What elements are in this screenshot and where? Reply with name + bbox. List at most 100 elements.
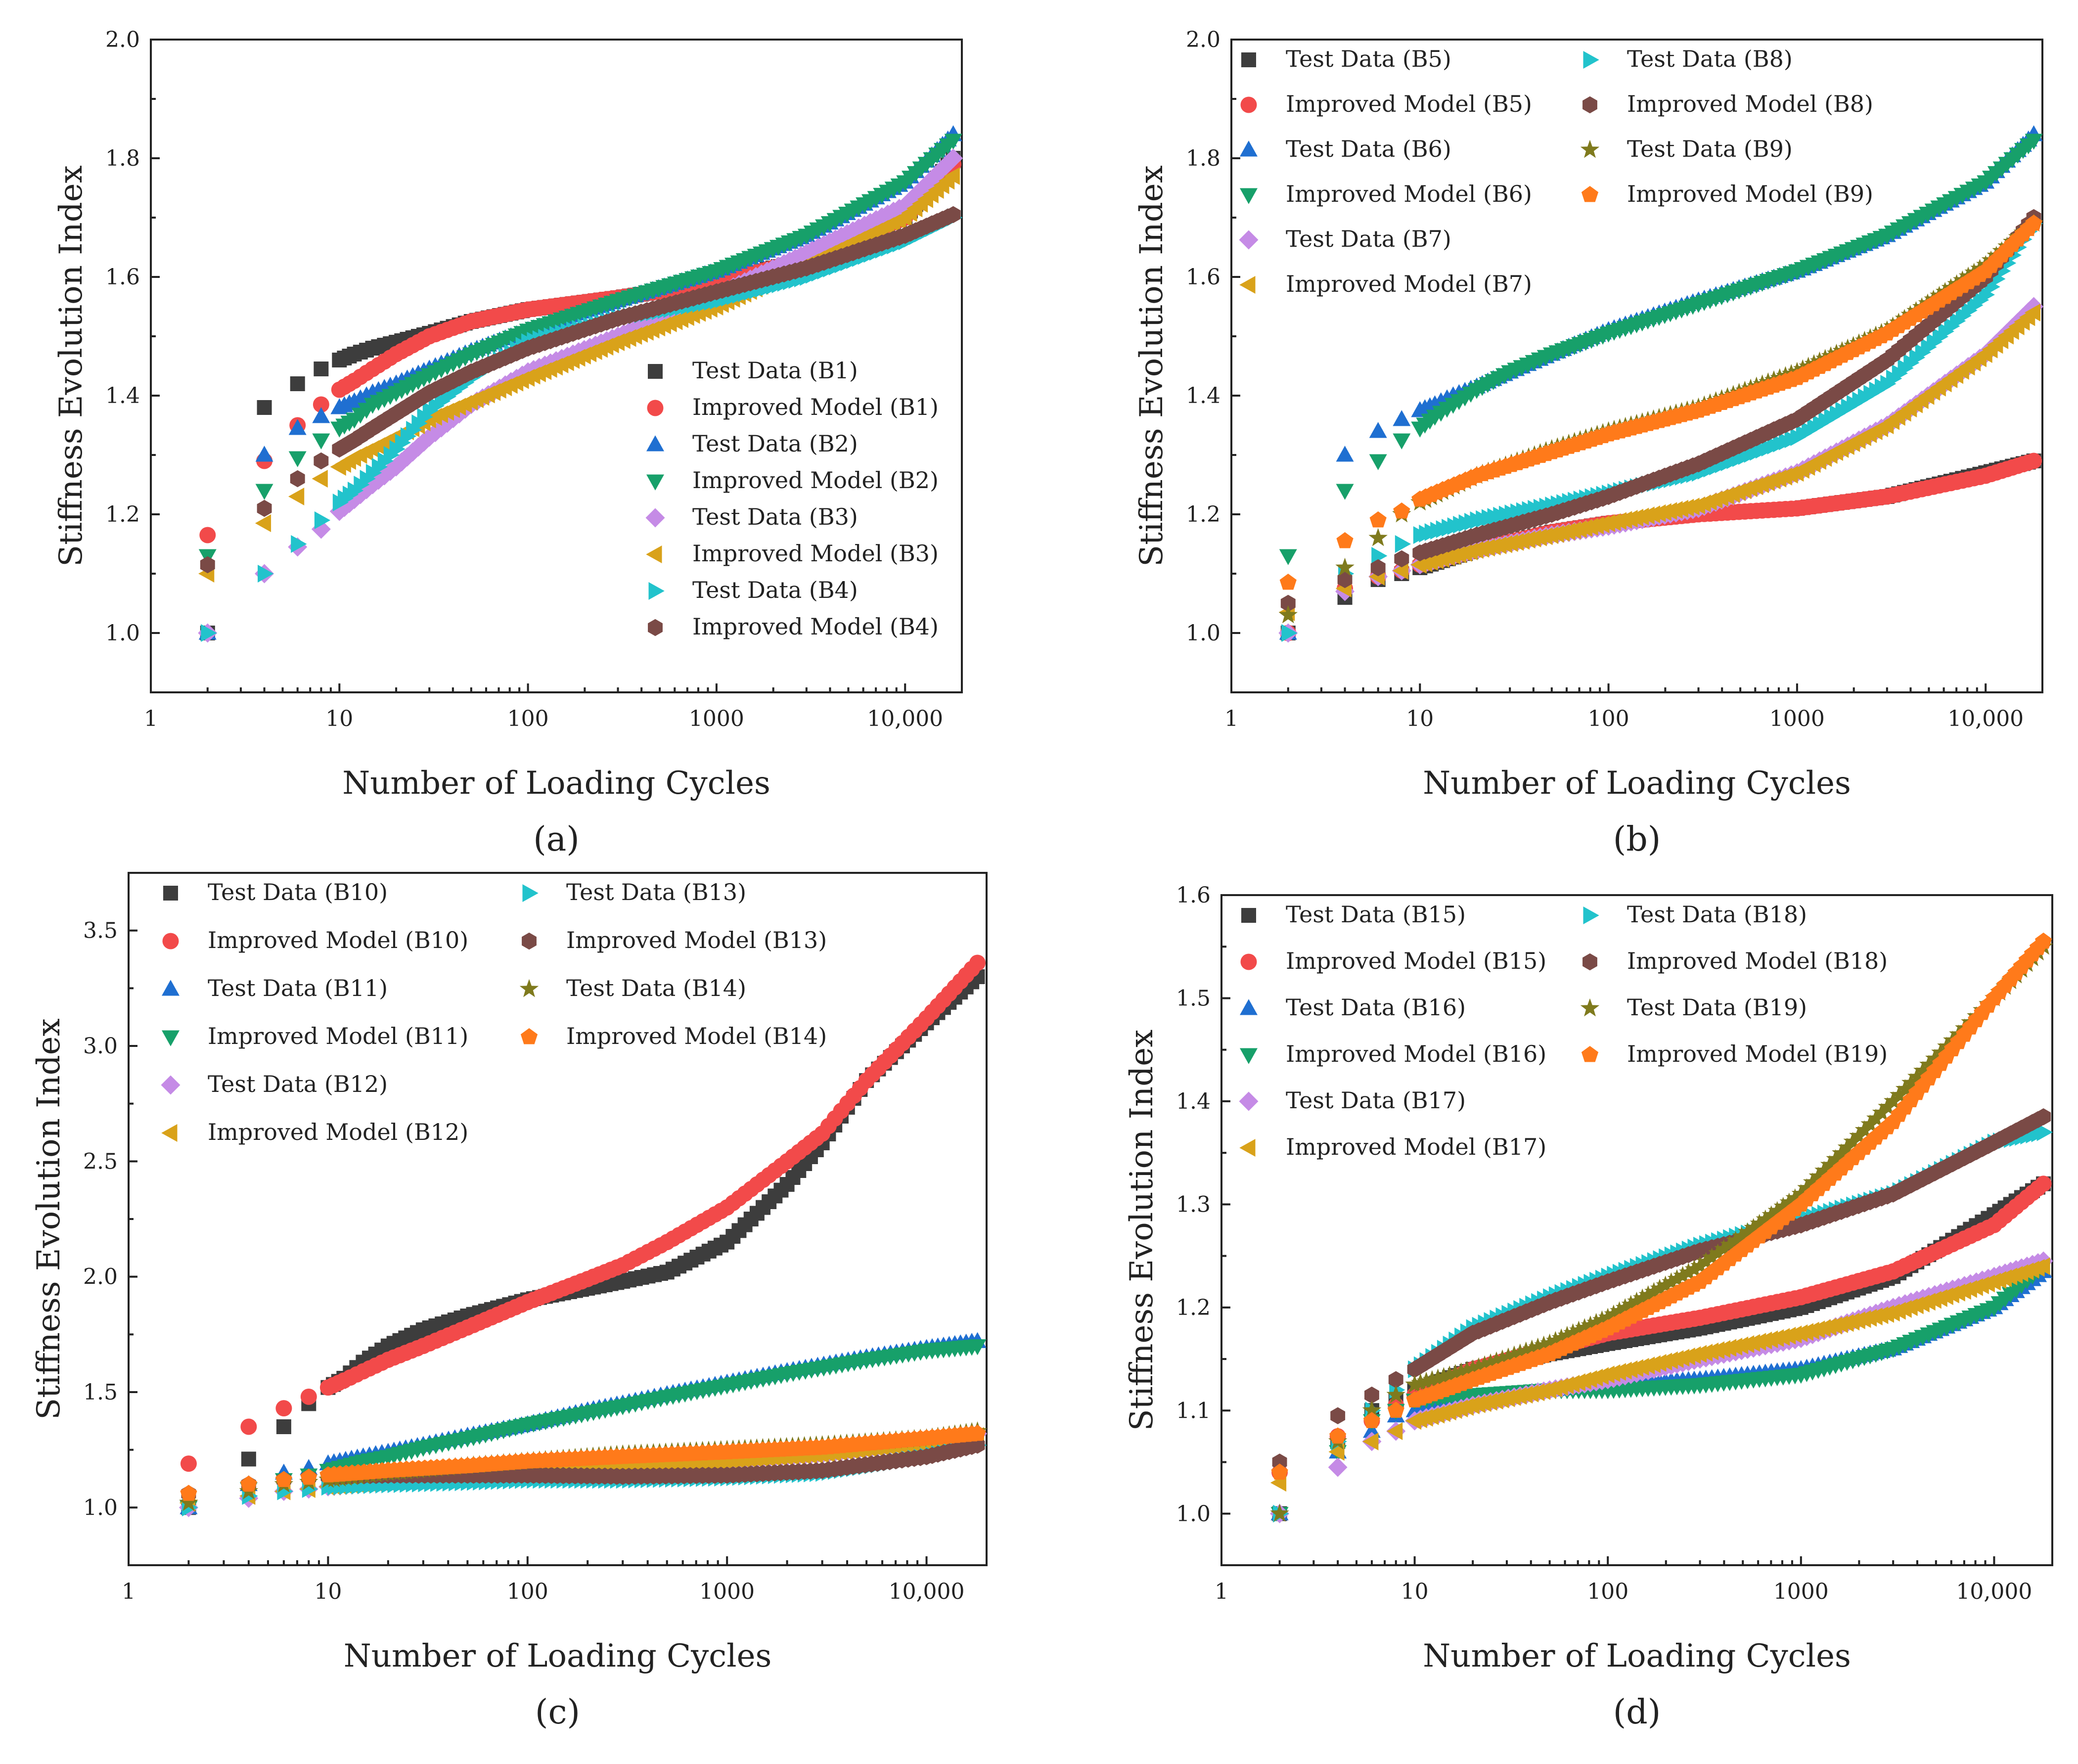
x-tick-label: 10	[325, 706, 353, 731]
y-axis-title: Stiffness Evolution Index	[1124, 1030, 1160, 1431]
data-point	[1336, 446, 1354, 461]
x-axis-title: Number of Loading Cycles	[1423, 765, 1851, 802]
data-point	[1328, 1457, 1348, 1477]
legend-label: Improved Model (B11)	[208, 1023, 468, 1049]
series-test-data-b15-	[1272, 1176, 2051, 1521]
legend-label: Test Data (B5)	[1286, 45, 1451, 72]
legend-marker	[648, 619, 663, 636]
legend: Test Data (B1)Improved Model (B1)Test Da…	[646, 357, 939, 640]
x-axis-title: Number of Loading Cycles	[344, 1638, 772, 1674]
data-point	[241, 1451, 256, 1466]
legend-label: Test Data (B17)	[1286, 1087, 1466, 1114]
legend-marker	[648, 364, 663, 379]
legend-label: Improved Model (B19)	[1627, 1040, 1888, 1067]
legend-label: Improved Model (B4)	[692, 613, 939, 640]
legend-marker	[1239, 1092, 1259, 1111]
data-point	[290, 470, 305, 488]
data-point	[2020, 454, 2036, 471]
data-point	[808, 1130, 824, 1146]
y-tick-label: 1.0	[1186, 621, 1220, 646]
x-tick-label: 1	[1224, 706, 1238, 731]
legend-marker	[646, 435, 664, 451]
data-point	[256, 484, 273, 500]
legend-marker	[1240, 188, 1258, 204]
legend-marker	[523, 884, 539, 902]
panel-c: 1 10 100 1000 10,0001.01.52.02.53.03.5Number…	[31, 873, 987, 1732]
data-point	[1336, 484, 1354, 500]
legend-label: Test Data (B19)	[1627, 994, 1807, 1021]
legend-label: Test Data (B10)	[208, 879, 388, 905]
legend-marker	[1581, 1046, 1598, 1062]
legend-label: Improved Model (B12)	[208, 1119, 468, 1145]
legend-marker	[646, 545, 662, 563]
legend-label: Improved Model (B6)	[1286, 181, 1532, 207]
x-tick-label: 10	[314, 1579, 342, 1604]
data-point	[257, 500, 272, 517]
legend-label: Improved Model (B16)	[1286, 1040, 1546, 1067]
legend-label: Test Data (B13)	[566, 879, 746, 905]
data-point	[181, 1455, 197, 1472]
legend-marker	[161, 1124, 177, 1142]
data-point	[289, 452, 307, 467]
data-point	[255, 514, 271, 532]
legend-label: Test Data (B9)	[1627, 136, 1793, 162]
x-tick-label: 1000	[689, 706, 744, 731]
data-point	[1336, 532, 1353, 548]
panel-label: (b)	[1613, 820, 1661, 859]
legend-marker	[161, 1076, 181, 1095]
x-tick-label: 1000	[1773, 1579, 1829, 1604]
y-tick-label: 1.4	[1186, 383, 1220, 408]
x-tick-label: 1	[1215, 1579, 1228, 1604]
legend-label: Improved Model (B9)	[1627, 181, 1873, 207]
x-tick-label: 10,000	[1956, 1579, 2032, 1604]
legend-marker	[1239, 1139, 1255, 1157]
legend-label: Test Data (B12)	[208, 1071, 388, 1097]
y-tick-label: 1.6	[1176, 883, 1211, 908]
legend-label: Test Data (B14)	[566, 975, 746, 1001]
x-tick-label: 10,000	[1947, 706, 2024, 731]
series-test-data-b10-	[181, 969, 985, 1515]
legend-label: Improved Model (B2)	[692, 467, 939, 494]
legend-marker	[520, 979, 539, 997]
y-tick-label: 2.0	[105, 27, 140, 52]
y-tick-label: 2.5	[83, 1149, 118, 1174]
figure: 1 10 100 1000 10,0001.01.21.41.61.82.0Number…	[0, 0, 2078, 1764]
legend-marker	[1239, 276, 1255, 294]
panel-label: (a)	[533, 820, 580, 859]
legend-label: Test Data (B3)	[692, 503, 858, 530]
data-point	[852, 1080, 868, 1096]
data-point	[1393, 502, 1410, 519]
y-tick-label: 2.0	[83, 1265, 118, 1290]
legend: Test Data (B10) Improved Model (B10) Test …	[161, 879, 827, 1145]
data-point	[312, 470, 328, 488]
data-point	[240, 1419, 257, 1435]
data-point	[2030, 1180, 2046, 1196]
legend-marker	[647, 400, 664, 416]
data-point	[1279, 549, 1297, 565]
legend-label: Improved Model (B10)	[208, 927, 468, 953]
data-point	[1329, 1427, 1346, 1444]
legend-marker	[1581, 140, 1600, 158]
legend-label: Test Data (B4)	[692, 577, 858, 603]
y-tick-label: 1.6	[105, 265, 140, 290]
panel-d: 1 10 100 1000 10,000 1.0 1.1 1.2 1.3 1.4 1.5 1.6 Num…	[1124, 883, 2053, 1732]
legend-label: Test Data (B11)	[208, 975, 388, 1001]
legend-marker	[1581, 998, 1600, 1017]
data-point	[314, 452, 328, 470]
legend: Test Data (B5)Improved Model (B5)Test Da…	[1239, 45, 1873, 297]
x-tick-label: 100	[507, 1579, 548, 1604]
data-point	[1370, 511, 1387, 528]
legend-label: Test Data (B15)	[1286, 901, 1466, 928]
data-point	[773, 1183, 788, 1198]
legend-label: Improved Model (B15)	[1286, 948, 1546, 974]
y-tick-label: 1.2	[105, 502, 140, 527]
legend-marker	[646, 508, 665, 528]
data-point	[1369, 454, 1387, 470]
data-point	[256, 446, 273, 461]
data-point	[1280, 574, 1297, 590]
data-point	[275, 1400, 292, 1416]
x-tick-label: 10,000	[867, 706, 943, 731]
y-axis-title: Stiffness Evolution Index	[53, 165, 90, 566]
y-tick-label: 1.5	[1176, 986, 1211, 1011]
y-tick-label: 2.0	[1186, 27, 1220, 52]
